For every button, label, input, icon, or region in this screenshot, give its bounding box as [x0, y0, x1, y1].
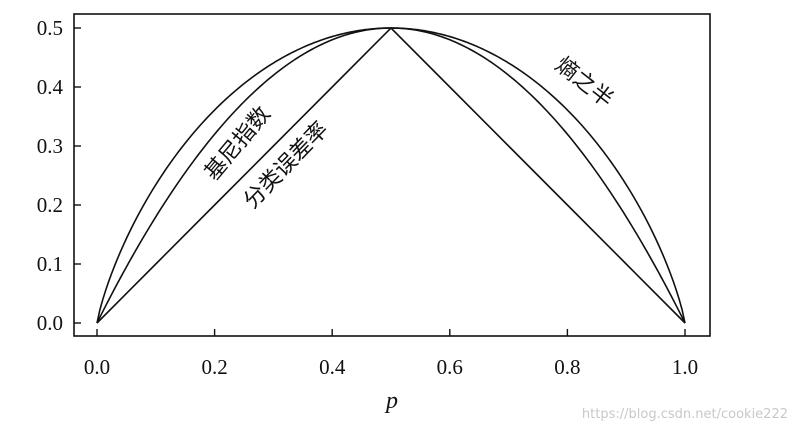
x-tick-label: 0.4	[319, 355, 346, 379]
watermark: https://blog.csdn.net/cookie222	[582, 407, 788, 422]
plot-frame	[73, 13, 711, 337]
y-tick-label: 0.4	[37, 75, 64, 99]
y-tick-label: 0.5	[37, 16, 63, 40]
y-tick-label: 0.0	[37, 311, 63, 335]
x-axis-label: p	[384, 388, 398, 414]
y-axis: 0.0 0.1 0.2 0.3 0.4 0.5	[37, 16, 81, 335]
x-tick-label: 0.2	[201, 355, 227, 379]
x-tick-label: 1.0	[672, 355, 698, 379]
gini-index-curve	[96, 27, 686, 324]
plot-area	[96, 26, 686, 324]
x-tick-label: 0.8	[554, 355, 580, 379]
classification-error-curve	[96, 26, 686, 324]
x-tick-label: 0.6	[437, 355, 463, 379]
entropy-half-curve	[96, 27, 686, 324]
y-tick-label: 0.3	[37, 134, 63, 158]
x-axis: 0.0 0.2 0.4 0.6 0.8 1.0	[84, 329, 698, 379]
y-tick-label: 0.2	[37, 193, 63, 217]
y-tick-label: 0.1	[37, 252, 63, 276]
x-tick-label: 0.0	[84, 355, 110, 379]
